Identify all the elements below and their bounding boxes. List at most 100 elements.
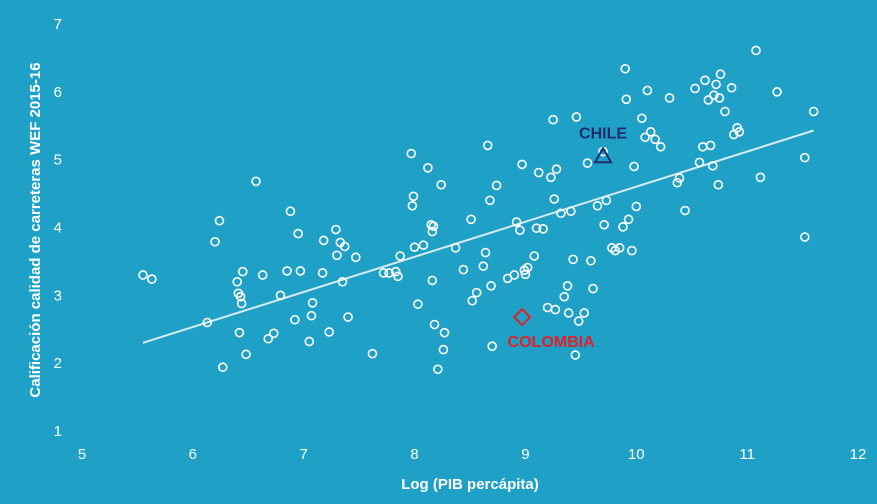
x-tick-label: 11 (739, 446, 755, 463)
data-point (713, 179, 724, 190)
data-point (408, 191, 419, 202)
data-point (251, 176, 261, 187)
data-point (237, 266, 248, 277)
data-point (427, 226, 438, 237)
data-point (378, 268, 389, 278)
data-point (700, 75, 710, 86)
data-point (307, 297, 318, 308)
data-point (680, 205, 690, 216)
data-point (428, 221, 439, 231)
data-point (601, 195, 612, 206)
data-point (241, 349, 251, 360)
data-point (509, 270, 520, 280)
data-point (621, 94, 632, 105)
data-point (467, 295, 478, 306)
y-tick-label: 5 (54, 152, 62, 169)
data-point (367, 348, 378, 359)
data-point (395, 251, 405, 261)
data-point (579, 308, 589, 318)
data-point (690, 83, 700, 94)
data-point (409, 242, 420, 252)
data-point (570, 350, 581, 360)
data-point (799, 232, 810, 242)
data-point (433, 364, 443, 375)
data-point (529, 251, 540, 261)
data-point (751, 45, 761, 56)
data-point (707, 160, 718, 171)
data-point (531, 223, 542, 233)
y-axis-title: Calificación calidad de carreteras WEF 2… (27, 62, 44, 397)
data-point (232, 276, 242, 287)
x-tick-label: 5 (78, 446, 86, 463)
data-point (466, 214, 476, 225)
data-point (393, 271, 403, 282)
data-point (734, 127, 745, 137)
data-point (351, 252, 361, 263)
data-point (586, 255, 596, 266)
data-point (285, 206, 296, 217)
data-point (390, 266, 401, 277)
data-point (407, 200, 418, 211)
data-point (214, 215, 225, 226)
data-point (268, 328, 279, 339)
data-point (548, 114, 558, 125)
data-point (714, 93, 725, 103)
data-point (645, 127, 656, 137)
data-point (293, 228, 303, 239)
data-points (138, 45, 819, 375)
data-point (556, 208, 566, 219)
data-point (592, 200, 603, 211)
data-point (423, 163, 433, 173)
data-point (674, 173, 685, 183)
data-point (138, 270, 148, 280)
data-point (640, 132, 650, 143)
data-point (551, 164, 562, 174)
y-tick-label: 7 (54, 16, 62, 33)
data-point (324, 327, 335, 337)
data-point (582, 158, 593, 168)
data-point (538, 224, 548, 234)
data-point (631, 201, 642, 212)
x-axis-ticks: 5 6 7 8 9 10 11 12 (78, 446, 867, 463)
data-point (263, 333, 274, 344)
data-point (471, 287, 482, 298)
data-point (694, 157, 705, 168)
data-point (429, 319, 440, 330)
highlight-marker-colombia (512, 307, 532, 327)
data-point (147, 274, 157, 284)
data-point (486, 281, 496, 291)
data-point (755, 172, 766, 183)
data-point (482, 140, 493, 151)
data-point (566, 206, 576, 217)
x-tick-label: 8 (410, 446, 418, 463)
data-point (236, 298, 247, 309)
data-point (439, 327, 450, 338)
data-point (290, 314, 300, 325)
x-axis-title: Log (PIB percápita) (401, 476, 539, 493)
data-point (642, 85, 653, 96)
data-point (427, 275, 438, 286)
data-point (562, 281, 573, 291)
data-point (406, 148, 417, 159)
data-point (571, 112, 582, 122)
data-point (217, 362, 228, 373)
x-tick-label: 9 (521, 446, 529, 463)
data-point (620, 63, 631, 74)
data-point (559, 291, 570, 302)
data-point (339, 241, 350, 252)
data-point (458, 264, 469, 275)
data-point (799, 152, 810, 163)
data-point (568, 254, 578, 265)
data-point (705, 140, 716, 151)
x-tick-label: 12 (850, 446, 867, 463)
data-point (317, 268, 328, 278)
data-point (384, 268, 394, 278)
data-point (306, 310, 317, 321)
highlight-marker-chile (593, 146, 613, 164)
data-point (703, 95, 714, 105)
data-point (418, 240, 429, 250)
x-tick-label: 10 (628, 446, 645, 463)
data-point (573, 316, 584, 326)
data-point (711, 79, 721, 90)
